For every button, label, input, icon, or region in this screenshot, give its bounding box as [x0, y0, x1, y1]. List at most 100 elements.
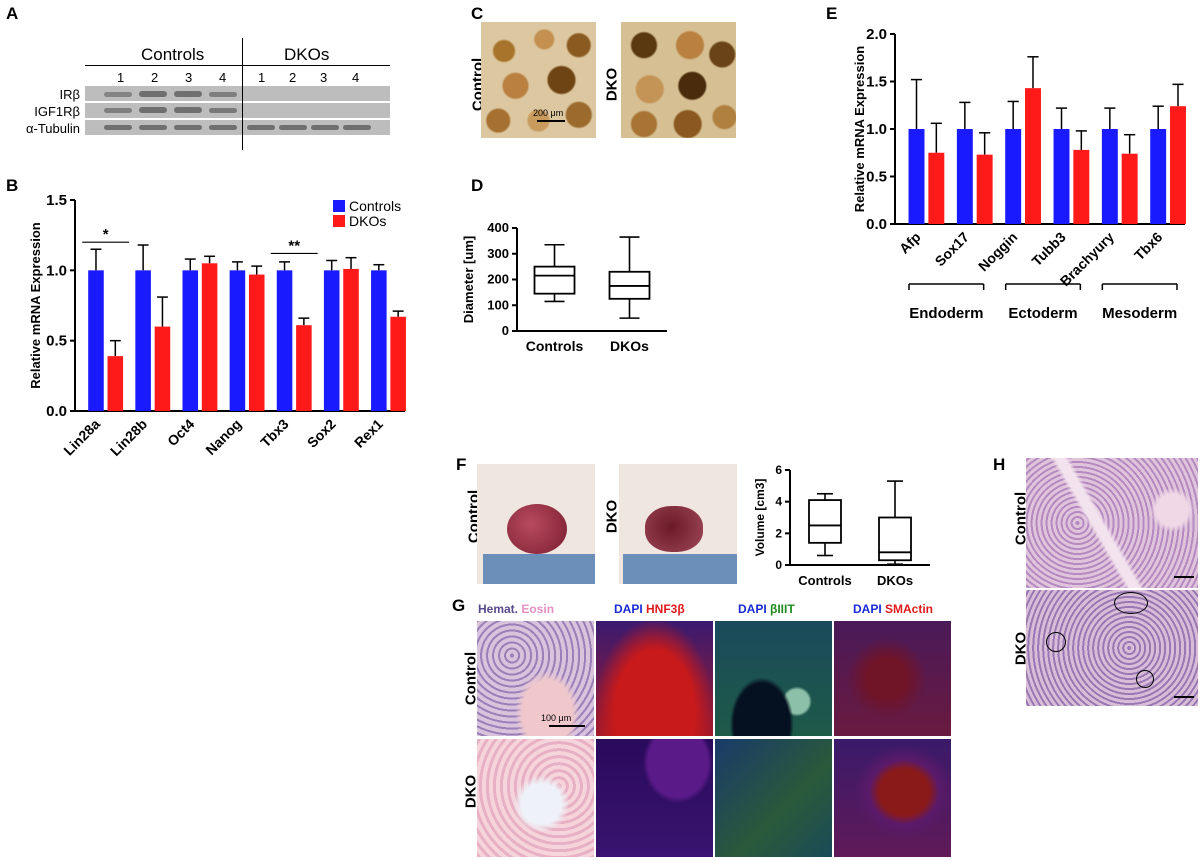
group-label: Endoderm — [909, 305, 983, 322]
wb-band — [247, 125, 275, 130]
wb-band — [209, 125, 237, 130]
row-label-dko: DKO — [603, 67, 621, 102]
legend-label: Controls — [349, 198, 401, 214]
x-tick-label: Sox17 — [932, 229, 973, 270]
ruler — [483, 554, 595, 584]
panel-label-a: A — [6, 4, 19, 23]
wb-row-label: α-Tubulin — [26, 121, 80, 136]
significance-marker: ** — [288, 237, 300, 254]
box — [878, 516, 912, 562]
panel-label-c: C — [471, 4, 484, 23]
wb-band — [209, 108, 237, 113]
b3t-control — [715, 621, 832, 736]
wb-lane-label: 2 — [151, 70, 159, 85]
scale-bar-label: 100 μm — [541, 713, 572, 723]
bar — [1025, 88, 1041, 225]
wb-band — [311, 125, 339, 130]
row-label-dko: DKO — [603, 499, 621, 534]
bar — [154, 326, 171, 411]
b3t-dko — [715, 739, 832, 857]
bar — [88, 270, 104, 411]
ruler — [623, 554, 737, 584]
y-tick-label: 2.0 — [866, 26, 887, 43]
x-tick-label: Controls — [798, 573, 851, 588]
bar — [201, 263, 218, 411]
wb-group-controls: Controls — [141, 45, 205, 64]
wb-group-dkos: DKOs — [284, 45, 330, 64]
wb-band — [343, 125, 371, 130]
x-tick-label: Rex1 — [351, 416, 386, 451]
panel-label-b: B — [6, 176, 19, 195]
y-tick-label: 4 — [775, 495, 782, 509]
x-tick-label: DKOs — [610, 338, 649, 354]
he-dko — [477, 739, 594, 857]
colony-image-dko — [621, 22, 736, 138]
x-tick-label: DKOs — [877, 573, 913, 588]
panel-label-h: H — [993, 455, 1006, 474]
x-tick-label: Lin28b — [107, 416, 150, 459]
x-tick-label: Tbx3 — [257, 416, 292, 451]
wb-lane-label: 1 — [117, 70, 125, 85]
stain-label: DAPI SMActin — [853, 602, 934, 616]
x-tick-label: Noggin — [975, 229, 1020, 274]
panel-label-g: G — [452, 596, 466, 615]
tumor-photo-dko — [619, 464, 737, 584]
x-tick-label: Tubb3 — [1028, 229, 1068, 269]
x-tick-label: Oct4 — [164, 416, 197, 449]
y-axis-label: Relative mRNA Expression — [852, 46, 867, 212]
y-tick-label: 0.5 — [46, 333, 67, 350]
wb-band — [104, 125, 132, 130]
y-tick-label: 200 — [487, 272, 509, 287]
wb-row-label: IGF1Rβ — [34, 104, 80, 119]
chart-f: 0 2 4 6 Controls DKOs Volume [cm3] — [753, 463, 930, 588]
bar — [1170, 106, 1186, 224]
y-tick-label: 0.0 — [46, 403, 67, 420]
bar — [1005, 129, 1022, 224]
wb-band — [139, 125, 167, 130]
y-tick-label: 400 — [487, 220, 509, 235]
bar — [1073, 149, 1090, 224]
bar — [296, 325, 312, 411]
y-tick-label: 2 — [775, 526, 782, 540]
bar — [956, 129, 973, 224]
bar — [908, 129, 925, 224]
box — [808, 499, 842, 544]
y-tick-label: 1.0 — [46, 262, 67, 279]
y-tick-label: 100 — [487, 297, 509, 312]
y-tick-label: 1.0 — [866, 121, 887, 138]
x-tick-label: Tbx6 — [1131, 229, 1166, 264]
scale-bar — [537, 120, 565, 122]
legend-swatch — [333, 200, 345, 212]
chart-d: 0 100 200 300 400 Controls DKOs Diameter [um] — [461, 220, 667, 354]
x-tick-label: Sox2 — [304, 416, 339, 451]
circled-region — [1136, 670, 1154, 688]
wb-band — [279, 125, 307, 130]
wb-band — [209, 92, 237, 97]
y-axis-label: Relative mRNA Expression — [28, 222, 43, 388]
bar — [323, 270, 340, 411]
wb-lane-label: 3 — [185, 70, 193, 85]
he-dko-h — [1026, 590, 1198, 706]
x-tick-label: Controls — [526, 338, 584, 354]
y-axis-label: Volume [cm3] — [753, 479, 767, 557]
bar — [135, 270, 151, 411]
smactin-dko — [834, 739, 951, 857]
hnf3b-dko — [596, 739, 713, 857]
x-tick-label: Nanog — [202, 416, 244, 458]
significance-marker: * — [103, 226, 109, 243]
circled-region — [1114, 592, 1148, 614]
y-tick-label: 6 — [775, 463, 782, 477]
wb-lane-label: 3 — [320, 70, 328, 85]
y-tick-label: 0 — [502, 323, 509, 338]
x-tick-label: Lin28a — [60, 416, 103, 459]
legend-label: DKOs — [349, 213, 386, 229]
bar — [390, 316, 406, 411]
chart-b: 0.0 0.5 1.0 1.5 Lin28a Lin28b Oct4 Nanog Tbx3 Sox… — [28, 192, 406, 459]
wb-strip-ir — [85, 86, 390, 101]
wb-band — [139, 107, 167, 113]
bar — [229, 270, 246, 411]
scale-bar — [549, 725, 585, 727]
tumor-photo-control — [477, 464, 595, 584]
stain-label: DAPI HNF3β — [614, 602, 685, 616]
